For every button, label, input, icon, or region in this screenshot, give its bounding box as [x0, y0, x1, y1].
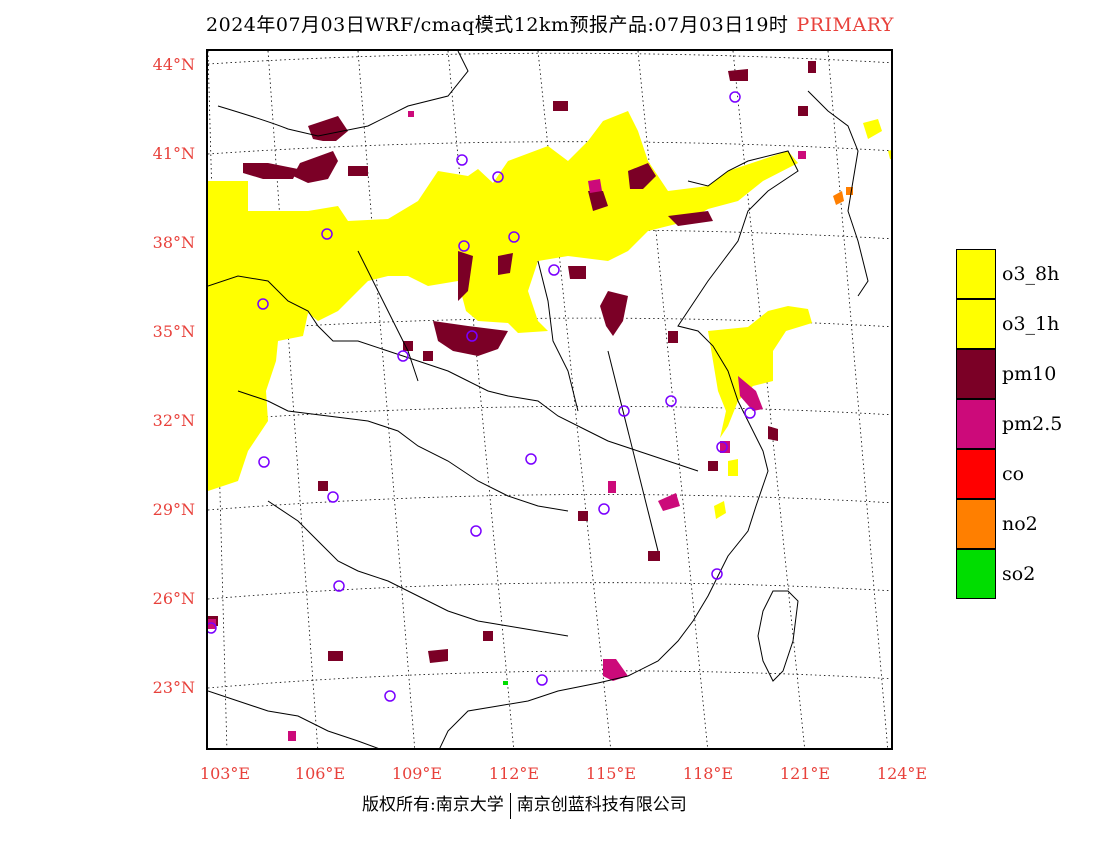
legend-label: o3_1h	[1002, 313, 1060, 335]
lat-label-26: 26°N	[152, 589, 195, 608]
lat-label-35: 35°N	[152, 322, 195, 341]
legend-label: pm10	[1002, 363, 1057, 385]
lon-label-106: 106°E	[294, 764, 346, 783]
lon-label-103: 103°E	[199, 764, 251, 783]
divider	[509, 792, 511, 819]
lon-label-112: 112°E	[488, 764, 540, 783]
lat-label-29: 29°N	[152, 500, 195, 519]
so2-regions	[503, 681, 508, 685]
lon-label-121: 121°E	[779, 764, 831, 783]
legend-swatch	[956, 399, 996, 449]
legend-swatch	[956, 449, 996, 499]
legend-label: o3_8h	[1002, 263, 1060, 285]
legend-swatch	[956, 299, 996, 349]
lat-label-23: 23°N	[152, 678, 195, 697]
legend-swatch	[956, 499, 996, 549]
lon-label-109: 109°E	[391, 764, 443, 783]
legend-swatch	[956, 249, 996, 299]
legend-swatch	[956, 349, 996, 399]
legend-label: pm2.5	[1002, 413, 1063, 435]
legend-label: so2	[1002, 563, 1036, 585]
pollution-map	[208, 51, 891, 748]
copyright-right: 南京创蓝科技有限公司	[516, 795, 687, 815]
legend-label: no2	[1002, 513, 1038, 535]
map-panel	[206, 49, 893, 750]
primary-badge: PRIMARY	[796, 14, 894, 36]
copyright-footer: 版权所有:南京大学 南京创蓝科技有限公司	[362, 790, 687, 819]
title-text: 2024年07月03日WRF/cmaq模式12km预报产品:07月03日19时	[206, 14, 789, 36]
lon-label-115: 115°E	[585, 764, 637, 783]
legend-swatch	[956, 549, 996, 599]
legend-label: co	[1002, 463, 1025, 485]
pm25-regions	[208, 111, 806, 741]
station-markers	[208, 91, 756, 702]
o3-regions	[208, 111, 891, 519]
lat-label-41: 41°N	[152, 144, 195, 163]
pm10-regions	[208, 61, 816, 663]
lat-label-38: 38°N	[152, 233, 195, 252]
lat-label-32: 32°N	[152, 411, 195, 430]
lat-label-44: 44°N	[152, 55, 195, 74]
boundary-lines	[208, 51, 869, 748]
lon-label-118: 118°E	[682, 764, 734, 783]
map-title: 2024年07月03日WRF/cmaq模式12km预报产品:07月03日19时 P…	[0, 10, 1100, 37]
lon-label-124: 124°E	[876, 764, 928, 783]
copyright-left: 版权所有:南京大学	[362, 795, 504, 815]
